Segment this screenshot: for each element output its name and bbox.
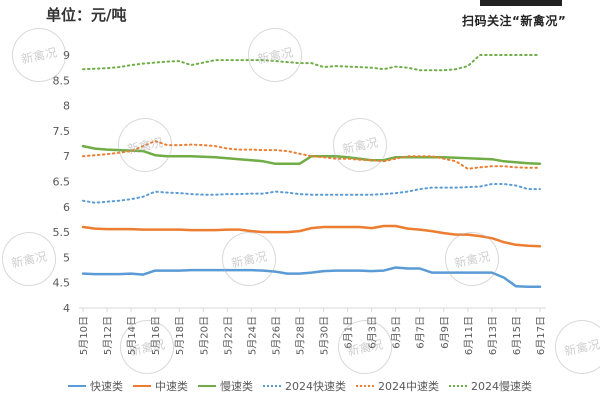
y-tick-label: 6.5 xyxy=(53,176,71,189)
qr-code-image xyxy=(480,0,562,6)
x-tick-label: 5月18日 xyxy=(174,316,186,355)
y-tick-label: 7.5 xyxy=(53,125,71,138)
legend-swatch-icon xyxy=(133,385,151,387)
x-tick-label: 6月5日 xyxy=(391,316,403,349)
x-tick-label: 6月13日 xyxy=(487,316,499,355)
legend-label: 2024慢速类 xyxy=(471,380,532,393)
y-tick-label: 8 xyxy=(63,100,70,113)
x-tick-label: 5月12日 xyxy=(102,316,114,355)
x-tick-label: 5月22日 xyxy=(222,316,234,355)
legend-label: 慢速类 xyxy=(220,380,253,393)
x-tick-label: 5月16日 xyxy=(150,316,162,355)
y-tick-label: 4.5 xyxy=(53,277,71,290)
legend-swatch-icon xyxy=(263,385,281,387)
y-tick-label: 7 xyxy=(63,150,70,163)
legend-item: 2024慢速类 xyxy=(449,378,532,394)
series-line xyxy=(82,54,541,72)
legend-item: 慢速类 xyxy=(198,378,253,394)
x-tick-label: 5月10日 xyxy=(78,316,90,355)
chart-legend: 快速类 中速类 慢速类 2024快速类 2024中速类 2024慢速类 xyxy=(0,378,600,394)
legend-swatch-icon xyxy=(68,385,86,387)
qr-caption: 扫码关注“新禽况” xyxy=(462,14,567,28)
y-tick-label: 8.5 xyxy=(53,74,71,87)
legend-label: 2024中速类 xyxy=(378,380,439,393)
x-tick-label: 6月7日 xyxy=(415,316,427,349)
series-line xyxy=(81,144,542,166)
x-tick-label: 6月3日 xyxy=(367,316,379,349)
legend-item: 快速类 xyxy=(68,378,123,394)
x-tick-label: 5月24日 xyxy=(246,316,258,355)
x-tick-label: 6月9日 xyxy=(439,316,451,349)
y-tick-label: 9 xyxy=(63,49,70,62)
legend-swatch-icon xyxy=(198,385,216,387)
legend-item: 2024中速类 xyxy=(356,378,439,394)
x-tick-label: 5月26日 xyxy=(270,316,282,355)
x-tick-label: 6月15日 xyxy=(511,316,523,355)
x-tick-label: 5月14日 xyxy=(126,316,138,355)
x-tick-label: 6月11日 xyxy=(463,316,475,355)
series-line xyxy=(81,266,542,288)
x-tick-label: 5月20日 xyxy=(198,316,210,355)
series-line xyxy=(82,140,541,170)
legend-label: 2024快速类 xyxy=(285,380,346,393)
unit-label: 单位：元/吨 xyxy=(46,6,127,24)
legend-swatch-icon xyxy=(356,385,374,387)
series-line xyxy=(81,224,542,248)
y-tick-label: 5.5 xyxy=(53,226,71,239)
series-line xyxy=(82,183,541,204)
x-tick-label: 6月17日 xyxy=(535,316,547,355)
x-tick-label: 5月30日 xyxy=(319,316,331,355)
x-tick-label: 5月28日 xyxy=(294,316,306,355)
legend-item: 中速类 xyxy=(133,378,188,394)
x-tick-label: 6月1日 xyxy=(343,316,355,349)
legend-label: 中速类 xyxy=(155,380,188,393)
legend-swatch-icon xyxy=(449,385,467,387)
legend-label: 快速类 xyxy=(90,380,123,393)
y-tick-label: 6 xyxy=(63,201,70,214)
y-tick-label: 4 xyxy=(63,302,70,315)
legend-item: 2024快速类 xyxy=(263,378,346,394)
y-tick-label: 5 xyxy=(63,251,70,264)
